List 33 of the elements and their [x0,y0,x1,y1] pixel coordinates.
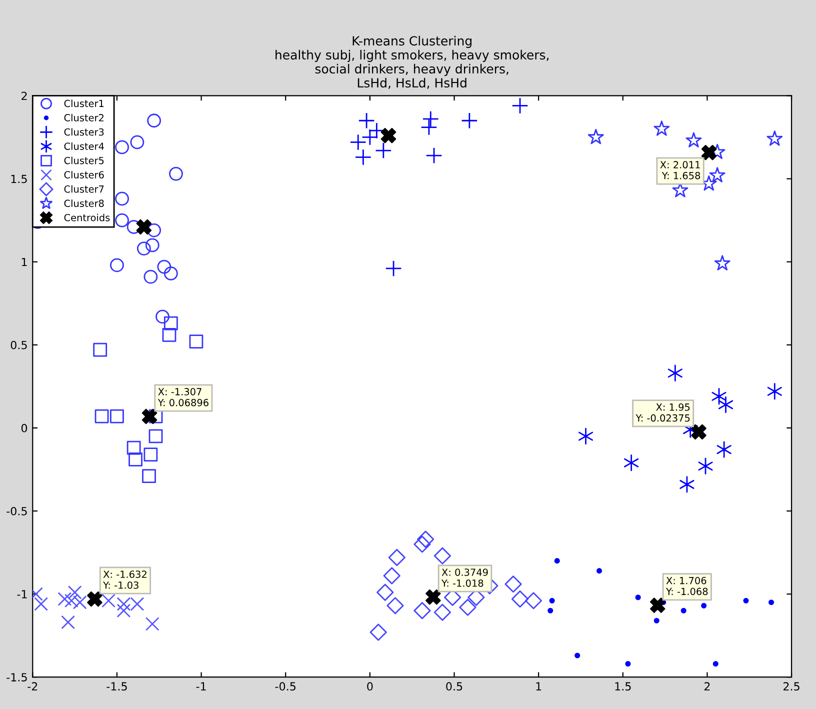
x-tick-label: 0 [367,682,373,691]
annotation: X: 1.706 Y: -1.068 [666,576,708,596]
legend-label: Cluster8 [64,199,104,208]
x-tick-label: -1 [196,682,206,690]
chart-title: K-means Clustering healthy subj, light smokers, heavy smokers, social drinkers, heavy drinkers, LsHd, HsLd, HsHd [276,36,549,89]
y-tick-label: 1.5 [11,174,27,184]
x-tick-label: 1 [536,682,542,690]
legend-label: Cluster3 [64,128,104,136]
x-tick-label: 2 [704,682,710,690]
annotation: X: 1.95 Y: -0.02375 [636,403,690,422]
y-tick-label: 2 [22,92,27,100]
y-tick-label: 0 [21,424,28,432]
x-tick-label: 1.5 [615,682,631,691]
x-tick-label: 2.5 [784,682,800,691]
legend-label: Cluster7 [64,185,104,193]
y-tick-label: -1 [17,590,27,598]
legend-label: Cluster1 [64,100,104,108]
x-tick-label: -2 [28,682,38,690]
x-tick-label: 0.5 [446,682,462,691]
annotation: X: -1.632 Y: -1.03 [103,570,146,589]
annotation: X: 2.011 Y: 1.658 [660,161,700,180]
legend-label: Cluster6 [64,170,104,178]
x-tick-label: -1.5 [106,682,127,691]
annotation: X: 0.3749 Y: -1.018 [441,568,488,587]
y-tick-label: -1.5 [6,673,27,682]
x-tick-label: -0.5 [275,682,296,691]
y-tick-label: 0.5 [10,340,27,350]
y-tick-label: -0.5 [6,506,27,516]
legend-label: Cluster5 [64,156,104,164]
annotation: X: -1.307 Y: 0.06896 [158,388,208,406]
y-tick-label: 1 [22,258,27,266]
legend-label: Cluster2 [64,114,104,122]
legend-label: Centroids [64,214,110,222]
